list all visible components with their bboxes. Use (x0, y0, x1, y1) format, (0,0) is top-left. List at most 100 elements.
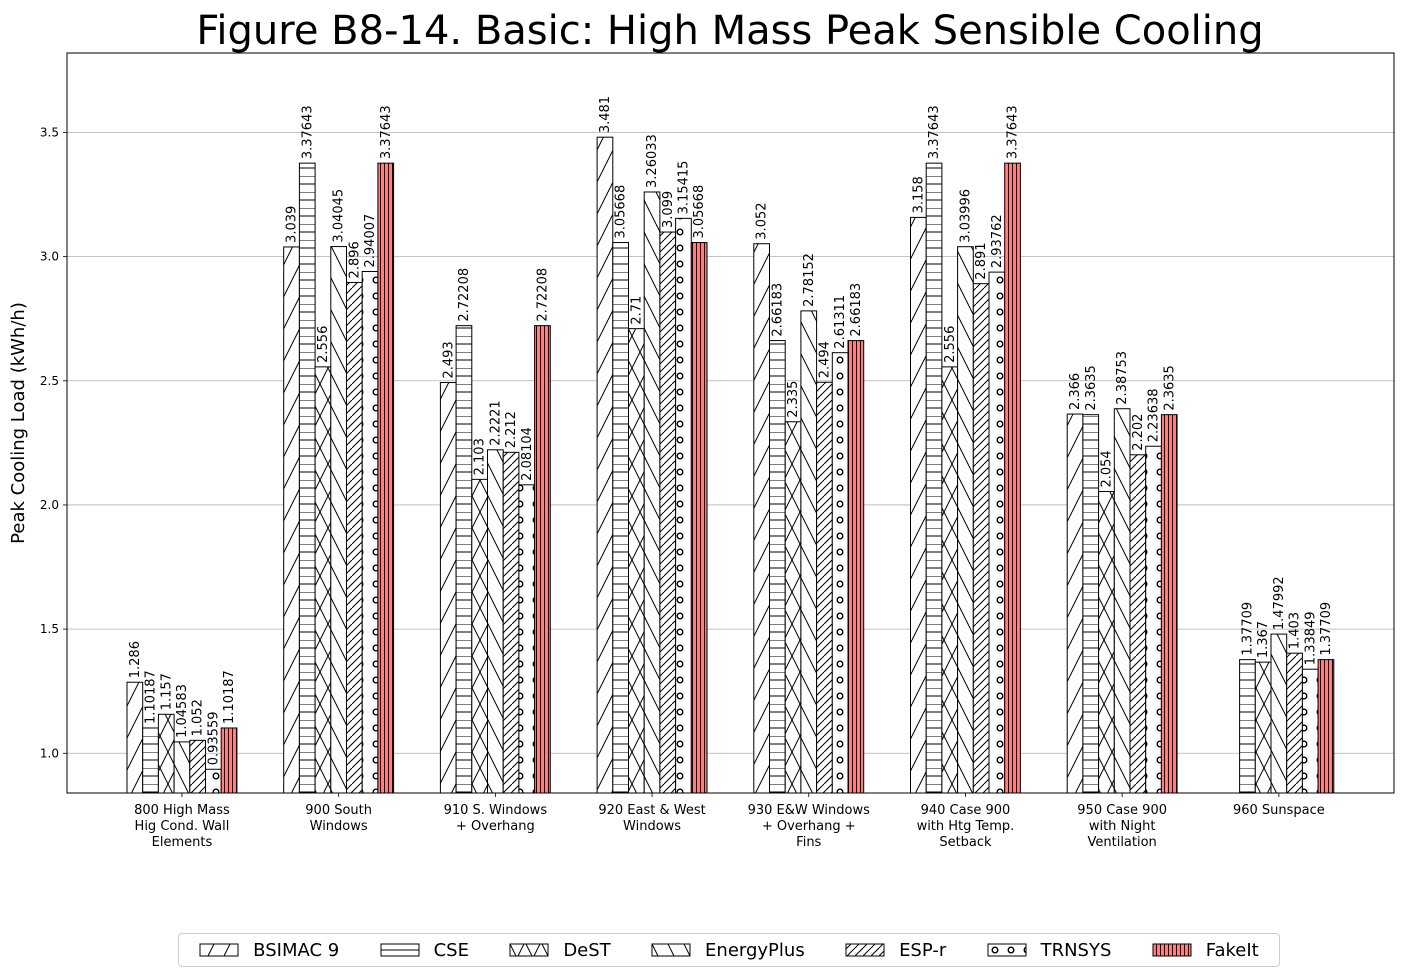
data-label: 2.66183 (849, 283, 864, 337)
bar-energyplus (1113, 408, 1131, 794)
bar-bsimac-9 (283, 246, 300, 794)
data-label: 3.05668 (614, 185, 629, 239)
data-label: 2.93762 (990, 214, 1005, 268)
legend-item: TRNSYS (987, 939, 1112, 961)
legend-swatch (987, 943, 1027, 957)
bar-esp-r (1129, 454, 1147, 794)
data-label: 3.05668 (692, 185, 707, 239)
bar-esp-r (1286, 652, 1303, 794)
bar-bsimac-9 (126, 681, 144, 794)
data-label: 1.403 (1288, 612, 1303, 649)
x-tick-label: 960 Sunspace (1233, 803, 1325, 818)
legend-swatch (380, 943, 420, 957)
x-tick-label: 950 Case 900 with Night Ventilation (1077, 803, 1167, 850)
bar-trnsys (1301, 668, 1319, 794)
data-label: 2.896 (347, 241, 362, 278)
bar-energyplus (643, 191, 661, 794)
data-label: 2.366 (1068, 373, 1083, 410)
bar-cse (925, 162, 943, 794)
bar-esp-r (972, 283, 990, 794)
bar-bsimac-9 (596, 136, 614, 794)
plot-frame (66, 52, 1395, 794)
data-label: 2.61311 (833, 295, 848, 349)
x-tick-label: 930 E&W Windows + Overhang + Fins (748, 803, 871, 850)
data-label: 2.891 (974, 242, 989, 279)
bar-fakeit (690, 242, 708, 794)
bar-energyplus (957, 246, 974, 794)
y-tick-label: 2.0 (40, 498, 59, 512)
bar-dest (941, 366, 959, 794)
data-label: 3.37643 (379, 105, 394, 159)
y-tick-label: 3.5 (40, 125, 59, 139)
bar-dest (471, 478, 488, 794)
data-label: 2.38753 (1115, 351, 1130, 405)
x-tick-label: 910 S. Windows + Overhang (444, 803, 548, 834)
bar-fakeit (847, 340, 865, 794)
bar-energyplus (330, 246, 347, 794)
bar-esp-r (502, 451, 520, 794)
data-label: 3.37643 (1006, 105, 1021, 159)
bar-cse (455, 325, 473, 794)
bar-trnsys (1145, 445, 1162, 794)
bars (126, 136, 1335, 794)
data-label: 2.72208 (457, 268, 472, 322)
bar-dest (628, 328, 645, 794)
bar-energyplus (487, 449, 504, 794)
legend-label: ESP-r (899, 939, 947, 961)
bar-trnsys (518, 484, 536, 794)
legend-label: CSE (433, 939, 469, 961)
bar-dest (157, 713, 175, 794)
chart-title: Figure B8-14. Basic: High Mass Peak Sens… (196, 8, 1263, 54)
data-label: 2.054 (1099, 450, 1114, 487)
y-tick-label: 1.5 (40, 622, 59, 636)
legend-label: EnergyPlus (705, 939, 805, 961)
legend-label: FakeIt (1205, 939, 1259, 961)
data-label: 3.158 (911, 176, 926, 213)
legend-item: ESP-r (845, 940, 946, 961)
data-label: 2.556 (943, 326, 958, 363)
bar-energyplus (800, 310, 818, 794)
data-label: 0.93559 (206, 711, 221, 765)
bar-energyplus (1270, 633, 1288, 794)
bar-fakeit (1004, 162, 1021, 794)
bar-esp-r (816, 381, 833, 794)
bar-cse (1239, 659, 1256, 794)
legend-label: TRNSYS (1040, 939, 1112, 961)
data-label: 1.10187 (144, 670, 159, 724)
data-label: 2.71 (629, 296, 644, 325)
bar-bsimac-9 (910, 216, 927, 794)
legend-item: BSIMAC 9 (199, 940, 339, 961)
x-tick-label: 900 South Windows (305, 803, 372, 834)
data-label: 3.26033 (645, 134, 660, 188)
legend-item: EnergyPlus (651, 940, 805, 961)
legend-label: DeST (563, 939, 611, 961)
bar-cse (769, 340, 786, 794)
data-label: 3.039 (285, 206, 300, 243)
data-label: 1.10187 (222, 670, 237, 724)
data-label: 1.33849 (1303, 611, 1318, 665)
legend-item: DeST (509, 939, 611, 961)
bar-cse (142, 727, 159, 794)
bar-dest (1254, 661, 1272, 794)
bar-fakeit (220, 727, 238, 794)
bar-bsimac-9 (439, 382, 457, 794)
bar-energyplus (173, 741, 191, 794)
bar-trnsys (205, 768, 222, 794)
data-label: 2.72208 (535, 268, 550, 322)
data-label: 2.23638 (1147, 388, 1162, 442)
data-label: 2.494 (817, 341, 832, 378)
y-tick-label: 2.5 (40, 374, 59, 388)
data-label: 2.94007 (363, 214, 378, 268)
bar-cse (612, 242, 629, 794)
bar-fakeit (1160, 414, 1178, 794)
legend-swatch (199, 943, 239, 957)
data-label: 2.202 (1131, 414, 1146, 451)
chart-legend: BSIMAC 9 CSE DeST EnergyPlus ESP-r TRNSYS Fake… (178, 933, 1280, 967)
bar-trnsys (361, 271, 379, 794)
data-label: 3.37643 (927, 105, 942, 159)
data-label: 3.052 (755, 202, 770, 239)
y-axis-label: Peak Cooling Load (kWh/h) (8, 302, 29, 544)
data-label: 1.367 (1256, 621, 1271, 658)
